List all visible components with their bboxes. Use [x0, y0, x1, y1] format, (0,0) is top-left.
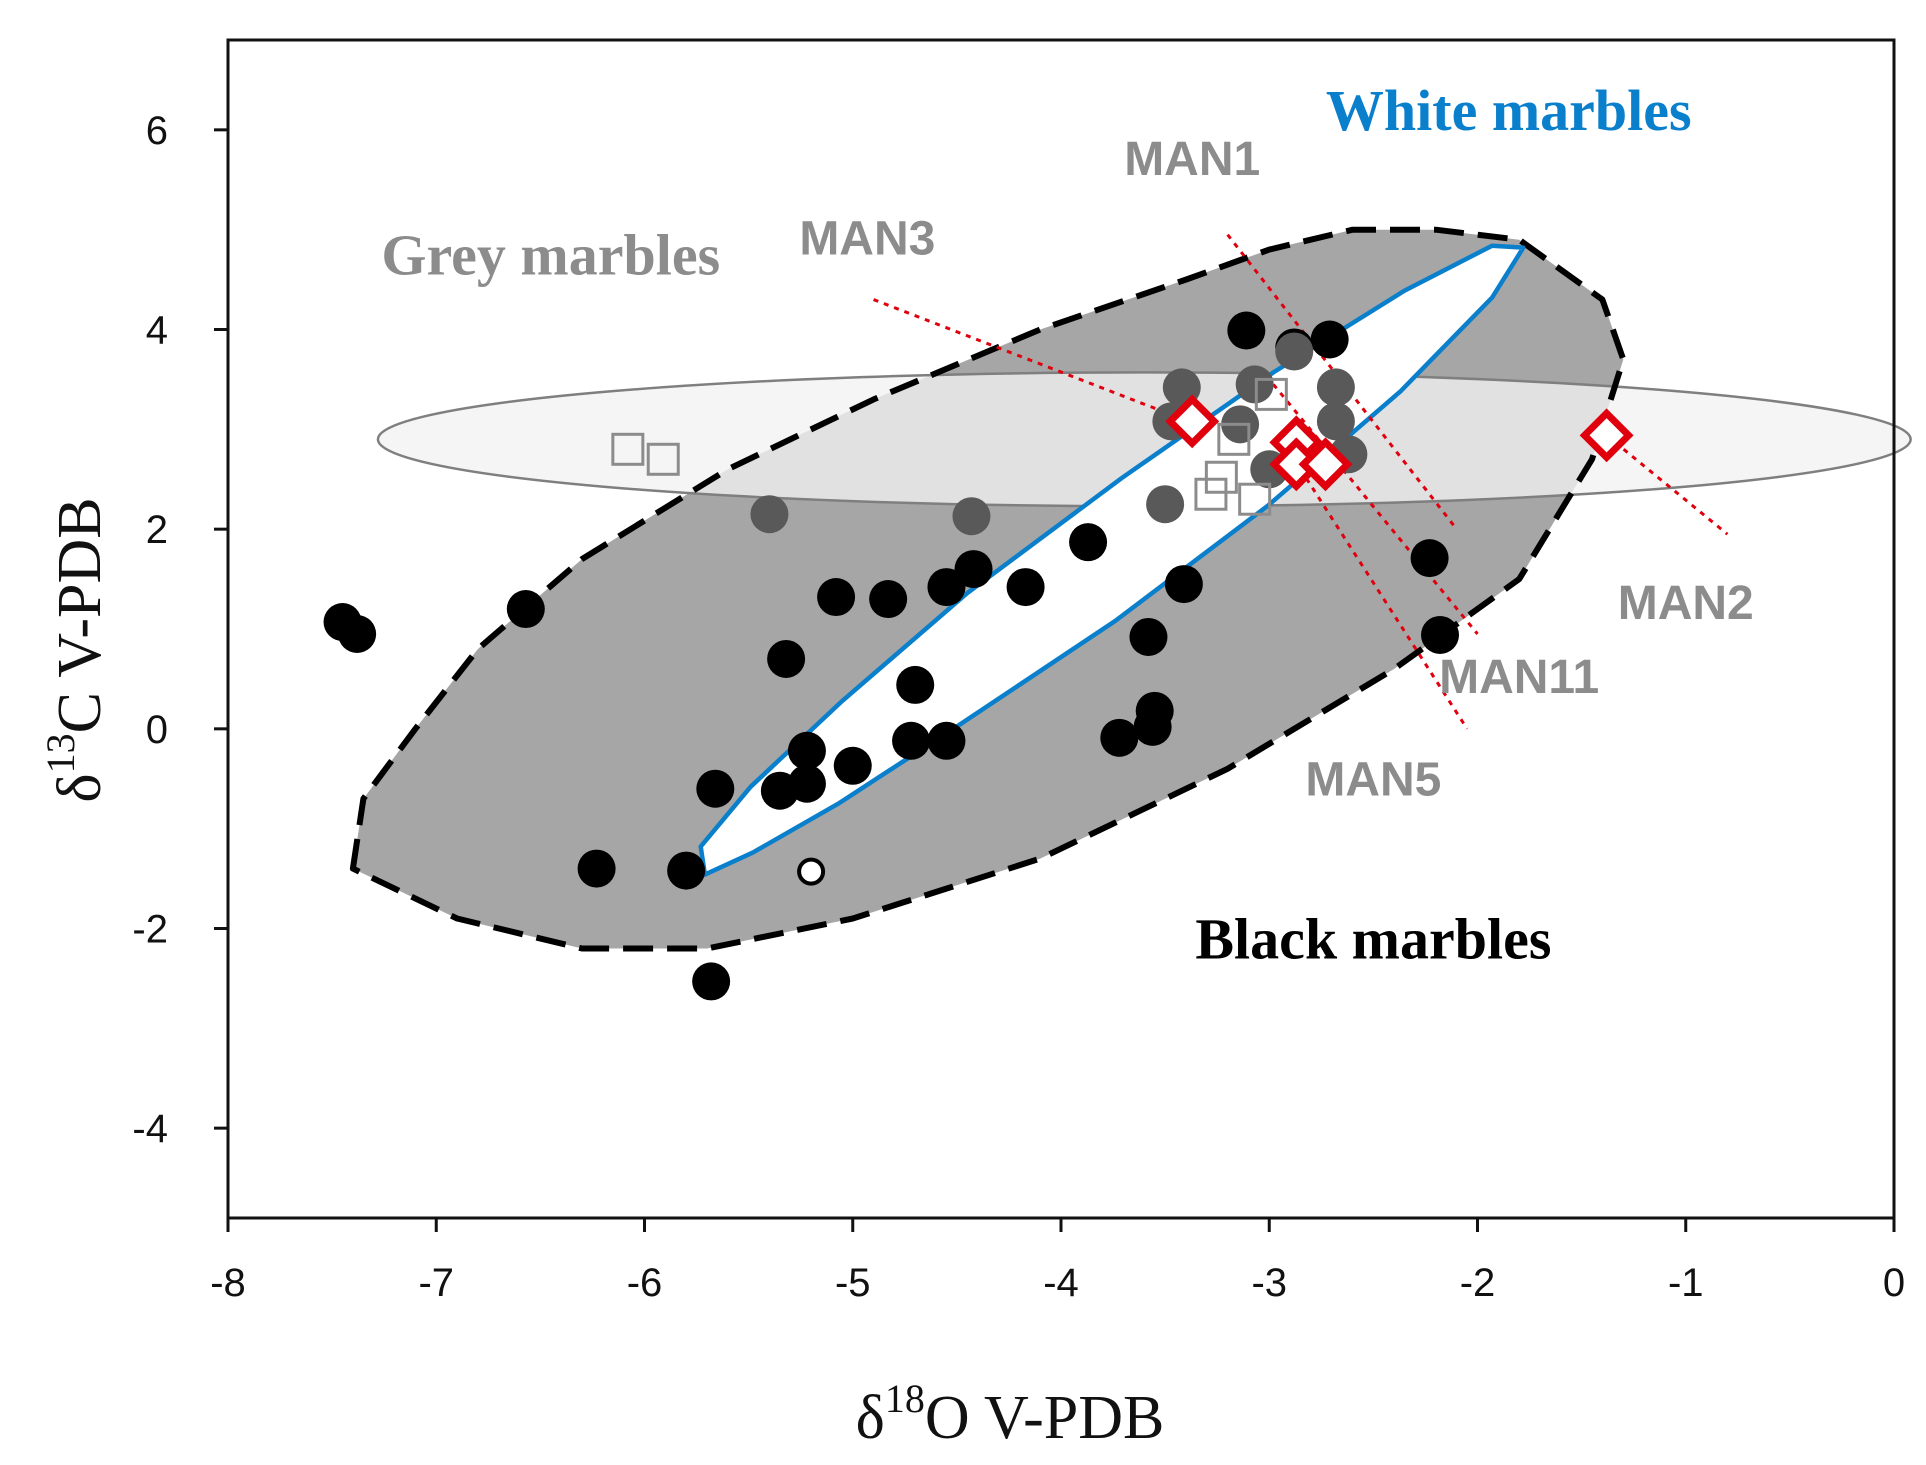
series-grey-points [750, 332, 1368, 536]
grey-squares-point-7 [1254, 377, 1288, 411]
black-points-point-14 [927, 721, 966, 760]
black-points-point-25 [1133, 707, 1172, 746]
black-marbles-outline [349, 226, 1627, 952]
y-axis-title: δ13C V-PDB [38, 497, 114, 802]
grey-points-point-5 [1146, 485, 1185, 524]
y-axis-delta: δ [46, 773, 114, 802]
black-points-point-17 [760, 771, 799, 810]
white-marbles-field [698, 243, 1526, 877]
x-tick-label: -8 [210, 1261, 246, 1305]
black-points-point-30 [1410, 539, 1449, 578]
black-points-point-31 [1421, 615, 1460, 654]
x-tick-label: -1 [1668, 1261, 1704, 1305]
tick-layer: -8 -7 -6 -5 -4 -3 -2 -1 0 6 4 2 0 -2 -4 [132, 109, 1905, 1305]
red-diamonds-point-1 [1165, 394, 1220, 449]
series-red-diamonds [1165, 394, 1634, 492]
black-points-point-26 [1100, 718, 1139, 757]
black-points-point-29 [1310, 320, 1349, 359]
black-points-point-15 [787, 731, 826, 770]
y-axis-superscript: 13 [38, 733, 83, 773]
annotation-black-marbles: Black marbles [1195, 906, 1551, 971]
x-axis-title-main: O V-PDB [925, 1384, 1165, 1452]
y-tick-label: 6 [146, 109, 168, 153]
annotation-man2: MAN2 [1618, 577, 1754, 630]
grey-points-point-1 [750, 495, 789, 534]
y-axis-title-main: C V-PDB [46, 497, 114, 733]
y-axis-title-group: δ13C V-PDB [38, 497, 114, 802]
grey-points-point-2 [952, 497, 991, 536]
black-points-point-23 [1129, 617, 1168, 656]
series-open-circle [797, 857, 826, 886]
black-points-point-8 [954, 550, 993, 589]
trend-line-man2 [1605, 434, 1729, 536]
black-points-point-10 [1069, 523, 1108, 562]
grey-points-point-11 [1316, 402, 1355, 441]
y-tick-label: -4 [132, 1107, 168, 1151]
x-tick-label: -7 [418, 1261, 454, 1305]
grey-squares-point-2 [646, 442, 680, 476]
black-points-point-27 [1227, 311, 1266, 350]
x-axis-delta: δ [856, 1384, 885, 1452]
x-tick-label: -3 [1251, 1261, 1287, 1305]
black-points-point-12 [896, 665, 935, 704]
grey-squares-point-1 [611, 432, 645, 466]
annotation-grey-marbles: Grey marbles [381, 223, 720, 288]
black-points-point-22 [692, 962, 731, 1001]
grey-squares-point-4 [1204, 460, 1238, 494]
trend-line-man5 [1299, 468, 1469, 730]
series-grey-squares [611, 377, 1288, 516]
black-points-point-18 [833, 746, 872, 785]
data-point-layer [323, 311, 1634, 1001]
black-points-point-9 [1006, 568, 1045, 607]
black-points-point-5 [817, 578, 856, 617]
annotation-man5: MAN5 [1305, 754, 1441, 807]
y-tick-label: 4 [146, 309, 168, 353]
series-black-points [323, 311, 1460, 1001]
black-points-point-2 [338, 614, 377, 653]
black-points-point-7 [927, 568, 966, 607]
red-diamonds-point-4 [1298, 437, 1353, 492]
y-tick-label: 2 [146, 508, 168, 552]
x-axis-superscript: 18 [885, 1376, 925, 1421]
trend-line-layer [873, 233, 1729, 730]
black-points-point-3 [506, 590, 545, 629]
x-tick-label: -4 [1043, 1261, 1079, 1305]
x-axis-title: δ18O V-PDB [856, 1376, 1165, 1452]
trend-line-man3 [873, 298, 1197, 426]
grey-squares-point-6 [1238, 482, 1272, 516]
black-points-point-20 [577, 849, 616, 888]
y-tick-label: 0 [146, 708, 168, 752]
red-diamonds-point-5 [1579, 408, 1634, 463]
grey-points-point-10 [1316, 368, 1355, 407]
label-layer: White marbles Grey marbles Black marbles MA… [381, 78, 1753, 972]
annotation-man11: MAN11 [1439, 651, 1599, 704]
black-points-point-13 [892, 721, 931, 760]
x-tick-label: -2 [1460, 1261, 1496, 1305]
annotation-man1: MAN1 [1124, 133, 1260, 186]
grey-points-point-9 [1275, 332, 1314, 371]
black-points-point-11 [1164, 565, 1203, 604]
black-points-point-21 [667, 851, 706, 890]
x-tick-label: -6 [627, 1261, 663, 1305]
black-points-point-19 [696, 769, 735, 808]
grey-points-point-7 [1235, 365, 1274, 404]
region-layer [349, 226, 1912, 952]
x-tick-label: 0 [1883, 1261, 1905, 1305]
grey-squares-point-5 [1217, 422, 1251, 456]
x-tick-label: -5 [835, 1261, 871, 1305]
annotation-man3: MAN3 [799, 213, 935, 266]
open-circle-point-1 [797, 857, 826, 886]
grey-squares-point-3 [1194, 477, 1228, 511]
black-points-point-6 [869, 580, 908, 619]
black-points-point-4 [767, 639, 806, 678]
y-tick-label: -2 [132, 907, 168, 951]
annotation-white-marbles: White marbles [1326, 78, 1692, 143]
trend-line-man1 [1226, 233, 1458, 531]
trend-line-man11 [1272, 383, 1479, 635]
